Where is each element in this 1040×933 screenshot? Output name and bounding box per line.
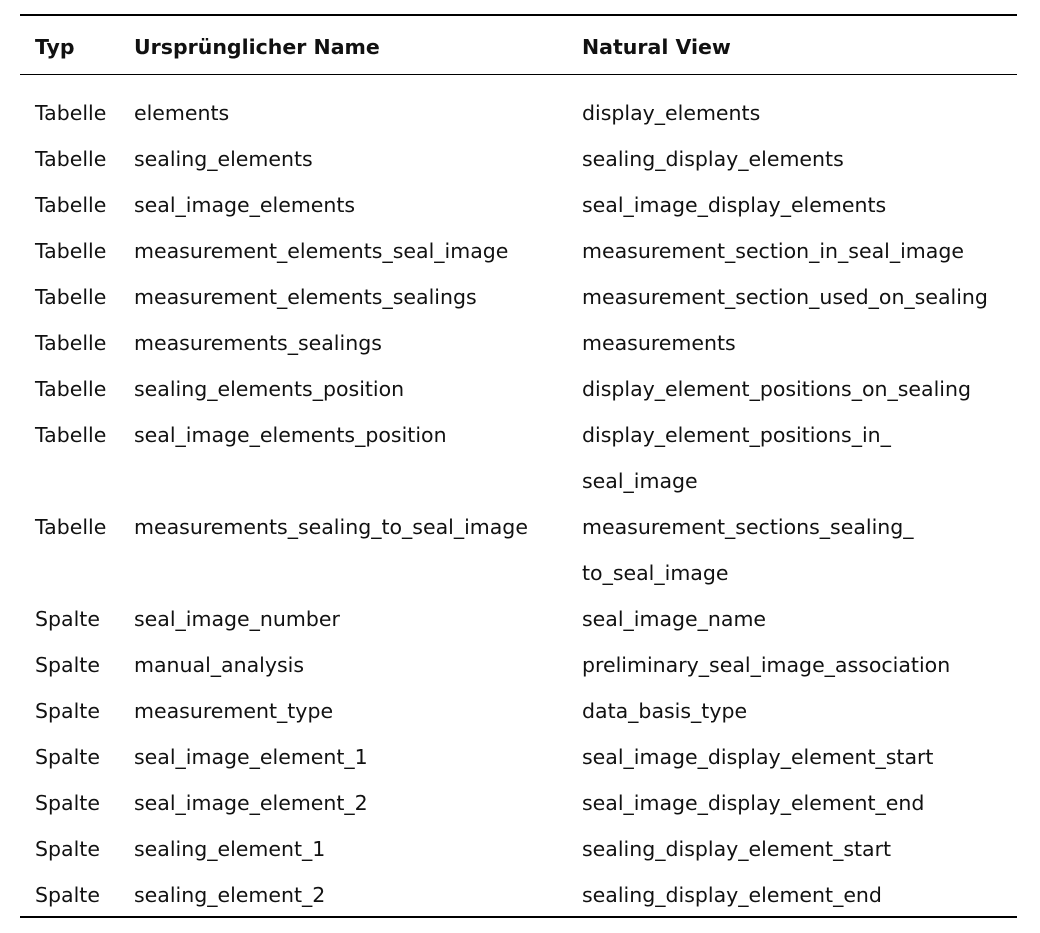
cell-typ: Spalte xyxy=(35,837,100,861)
cell-original-name: sealing_element_2 xyxy=(134,883,326,907)
cell-original-name: sealing_element_1 xyxy=(134,837,326,861)
cell-natural-view: measurement_section_used_on_sealing xyxy=(582,285,988,309)
table-row: Spalte measurement_type data_basis_type xyxy=(20,688,1017,734)
cell-typ: Tabelle xyxy=(35,331,107,355)
table-row: Tabelle seal_image_elements seal_image_dis… xyxy=(20,182,1017,228)
cell-original-name: sealing_elements_position xyxy=(134,377,405,401)
cell-natural-view: display_element_positions_on_sealing xyxy=(582,377,971,401)
cell-natural-view: seal_image_display_element_start xyxy=(582,745,934,769)
table-row: Tabelle measurement_elements_sealings meas… xyxy=(20,274,1017,320)
cell-original-name: measurement_elements_seal_image xyxy=(134,239,509,263)
cell-natural-view: display_elements xyxy=(582,101,761,125)
table-row: Spalte seal_image_element_1 seal_image_dis… xyxy=(20,734,1017,780)
cell-original-name: seal_image_elements xyxy=(134,193,356,217)
table-row: Tabelle seal_image_elements_position displ… xyxy=(20,412,1017,504)
table-top-rule xyxy=(20,14,1017,16)
header-natural-view: Natural View xyxy=(582,35,731,59)
cell-typ: Tabelle xyxy=(35,285,107,309)
table-row: Tabelle measurements_sealing_to_seal_imag… xyxy=(20,504,1017,596)
table-body: Tabelle elements display_elements Tabelle se… xyxy=(20,78,1017,918)
cell-typ: Tabelle xyxy=(35,515,107,539)
cell-typ: Tabelle xyxy=(35,193,107,217)
cell-natural-view: sealing_display_element_start xyxy=(582,837,892,861)
cell-natural-view: measurement_section_in_seal_image xyxy=(582,239,964,263)
table-row: Spalte seal_image_number seal_image_name xyxy=(20,596,1017,642)
cell-natural-view: preliminary_seal_image_association xyxy=(582,653,951,677)
cell-typ: Tabelle xyxy=(35,239,107,263)
cell-original-name: sealing_elements xyxy=(134,147,313,171)
cell-natural-view: sealing_display_element_end xyxy=(582,883,882,907)
table-row: Spalte sealing_element_1 sealing_display_e… xyxy=(20,826,1017,872)
cell-original-name: seal_image_element_2 xyxy=(134,791,368,815)
table-bottom-rule xyxy=(20,916,1017,918)
cell-natural-view-line: display_element_positions_in_ xyxy=(582,423,891,447)
table-row: Tabelle measurements_sealings measurements xyxy=(20,320,1017,366)
cell-typ: Spalte xyxy=(35,699,100,723)
table-row: Spalte seal_image_element_2 seal_image_dis… xyxy=(20,780,1017,826)
cell-original-name: measurements_sealings xyxy=(134,331,382,355)
cell-original-name: measurement_elements_sealings xyxy=(134,285,477,309)
cell-original-name: seal_image_element_1 xyxy=(134,745,368,769)
cell-natural-view-line: seal_image xyxy=(582,469,698,493)
cell-typ: Spalte xyxy=(35,653,100,677)
table-row: Spalte manual_analysis preliminary_seal_im… xyxy=(20,642,1017,688)
cell-natural-view: measurements xyxy=(582,331,736,355)
cell-natural-view-line: measurement_sections_sealing_ xyxy=(582,515,914,539)
table-header-rule xyxy=(20,74,1017,75)
table-header-row: Typ Ursprünglicher Name Natural View xyxy=(20,16,1017,78)
cell-natural-view: seal_image_name xyxy=(582,607,767,631)
cell-original-name: elements xyxy=(134,101,230,125)
cell-natural-view: data_basis_type xyxy=(582,699,748,723)
cell-natural-view-line: to_seal_image xyxy=(582,561,729,585)
cell-typ: Spalte xyxy=(35,607,100,631)
cell-typ: Tabelle xyxy=(35,377,107,401)
cell-natural-view: seal_image_display_element_end xyxy=(582,791,925,815)
naming-table: Typ Ursprünglicher Name Natural View Tab… xyxy=(20,16,1017,918)
cell-original-name: seal_image_number xyxy=(134,607,340,631)
cell-natural-view: seal_image_display_elements xyxy=(582,193,887,217)
cell-typ: Tabelle xyxy=(35,101,107,125)
cell-original-name: measurement_type xyxy=(134,699,334,723)
table-row: Spalte sealing_element_2 sealing_display_e… xyxy=(20,872,1017,918)
cell-original-name: manual_analysis xyxy=(134,653,305,677)
cell-natural-view: display_element_positions_in_ seal_image xyxy=(582,412,1017,504)
header-typ: Typ xyxy=(35,35,75,59)
cell-natural-view: measurement_sections_sealing_ to_seal_ima… xyxy=(582,504,1017,596)
cell-typ: Tabelle xyxy=(35,147,107,171)
cell-typ: Spalte xyxy=(35,791,100,815)
cell-typ: Tabelle xyxy=(35,423,107,447)
table-row: Tabelle sealing_elements_position display_… xyxy=(20,366,1017,412)
cell-natural-view: sealing_display_elements xyxy=(582,147,844,171)
header-original-name: Ursprünglicher Name xyxy=(134,35,380,59)
table-row: Tabelle measurement_elements_seal_image me… xyxy=(20,228,1017,274)
table-row: Tabelle elements display_elements xyxy=(20,78,1017,136)
cell-original-name: seal_image_elements_position xyxy=(134,423,447,447)
cell-typ: Spalte xyxy=(35,883,100,907)
cell-original-name: measurements_sealing_to_seal_image xyxy=(134,515,528,539)
table-row: Tabelle sealing_elements sealing_display_e… xyxy=(20,136,1017,182)
cell-typ: Spalte xyxy=(35,745,100,769)
